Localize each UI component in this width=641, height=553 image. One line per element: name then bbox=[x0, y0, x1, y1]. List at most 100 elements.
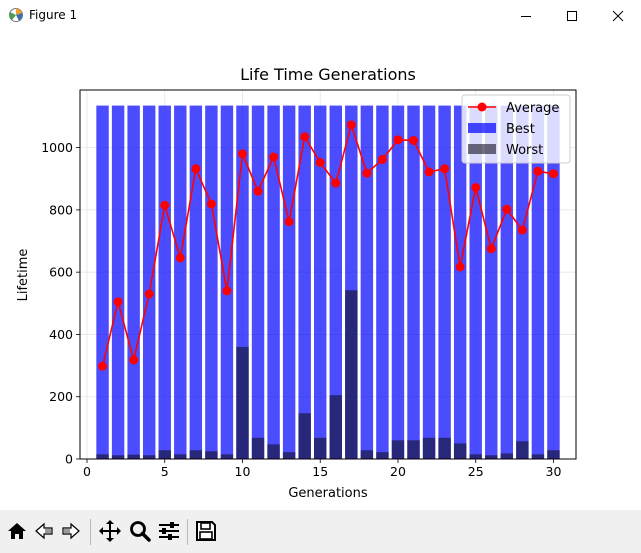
best-bar bbox=[174, 105, 187, 460]
average-marker bbox=[144, 289, 154, 299]
average-marker bbox=[424, 167, 434, 177]
worst-bar bbox=[158, 450, 171, 459]
best-bar bbox=[360, 105, 374, 460]
zoom-button[interactable] bbox=[127, 518, 153, 544]
axes-frame bbox=[79, 89, 577, 460]
average-marker bbox=[331, 178, 341, 188]
y-tick-label: 400 bbox=[49, 327, 73, 342]
best-bar bbox=[282, 105, 296, 460]
average-marker bbox=[269, 152, 279, 162]
navigation-toolbar bbox=[0, 510, 641, 553]
average-marker bbox=[440, 164, 450, 174]
maximize-icon bbox=[567, 10, 577, 21]
chart-title: Life Time Generations bbox=[240, 65, 416, 84]
worst-bar bbox=[407, 440, 420, 459]
worst-bar bbox=[205, 451, 218, 459]
legend-bar-swatch bbox=[468, 123, 496, 133]
worst-bar bbox=[453, 443, 467, 459]
y-tick-label: 1000 bbox=[41, 140, 73, 155]
best-bar bbox=[142, 105, 156, 460]
best-bar bbox=[314, 105, 327, 460]
best-bar bbox=[189, 105, 203, 460]
worst-bar bbox=[142, 455, 156, 459]
average-marker bbox=[129, 355, 139, 365]
worst-bar bbox=[251, 437, 265, 459]
best-bar bbox=[407, 105, 420, 460]
worst-bar bbox=[127, 454, 140, 459]
worst-bar bbox=[282, 452, 296, 459]
window-titlebar: Figure 1 bbox=[0, 0, 641, 31]
worst-bar bbox=[547, 450, 560, 459]
average-marker bbox=[409, 135, 419, 145]
worst-bar bbox=[174, 454, 187, 459]
worst-bar bbox=[422, 437, 436, 459]
matplotlib-icon bbox=[9, 8, 23, 22]
x-tick-label: 25 bbox=[468, 464, 484, 479]
minimize-button[interactable] bbox=[503, 0, 549, 31]
x-tick-label: 5 bbox=[161, 464, 169, 479]
back-button[interactable] bbox=[31, 518, 57, 544]
average-marker bbox=[237, 149, 247, 159]
average-marker bbox=[160, 200, 170, 210]
save-icon bbox=[196, 521, 216, 541]
best-bar bbox=[469, 105, 482, 460]
save-button[interactable] bbox=[193, 518, 219, 544]
x-tick-label: 30 bbox=[546, 464, 562, 479]
x-tick-label: 10 bbox=[235, 464, 251, 479]
worst-bar bbox=[267, 444, 280, 459]
home-button[interactable] bbox=[4, 518, 30, 544]
legend-label: Best bbox=[506, 122, 535, 137]
best-bar bbox=[205, 105, 218, 460]
maximize-button[interactable] bbox=[549, 0, 595, 31]
best-bar bbox=[329, 105, 342, 460]
configure-subplots-button[interactable] bbox=[156, 518, 182, 544]
y-axis-label: Lifetime bbox=[16, 249, 31, 302]
y-tick-label: 600 bbox=[49, 265, 73, 280]
worst-bar bbox=[96, 454, 109, 459]
worst-bar bbox=[500, 453, 514, 459]
close-icon bbox=[612, 10, 624, 21]
pan-icon bbox=[99, 520, 121, 542]
close-button[interactable] bbox=[595, 0, 641, 31]
average-marker bbox=[175, 253, 185, 263]
best-bar bbox=[516, 105, 529, 460]
best-bar bbox=[267, 105, 280, 460]
best-bar bbox=[298, 105, 311, 460]
y-tick-label: 800 bbox=[49, 202, 73, 217]
worst-bar bbox=[531, 454, 545, 459]
back-icon bbox=[35, 522, 53, 540]
worst-bar bbox=[189, 450, 203, 459]
worst-bar bbox=[485, 455, 498, 459]
best-bar bbox=[422, 105, 436, 460]
average-marker bbox=[284, 217, 294, 227]
average-marker bbox=[206, 199, 216, 209]
worst-bar bbox=[345, 290, 358, 459]
figure-canvas[interactable]: 0 5 10 15 20 25 30 0 200 400 600 800 1000 Life Time… bbox=[0, 31, 641, 510]
average-marker bbox=[455, 262, 465, 272]
best-bar bbox=[485, 105, 498, 460]
legend-label: Worst bbox=[506, 143, 543, 158]
average-marker bbox=[548, 169, 558, 179]
legend-marker-swatch bbox=[477, 102, 487, 112]
x-axis-label: Generations bbox=[288, 486, 368, 501]
pan-button[interactable] bbox=[97, 518, 123, 544]
toolbar-separator bbox=[90, 519, 91, 545]
worst-bar bbox=[516, 441, 529, 459]
forward-button[interactable] bbox=[58, 518, 84, 544]
home-icon bbox=[8, 523, 26, 539]
average-marker bbox=[517, 225, 527, 235]
minimize-icon bbox=[521, 15, 531, 17]
x-tick-label: 15 bbox=[312, 464, 328, 479]
best-bar bbox=[531, 105, 545, 460]
worst-bar bbox=[360, 450, 374, 459]
best-bar bbox=[547, 105, 560, 460]
average-line bbox=[101, 122, 554, 367]
average-marker bbox=[533, 166, 543, 176]
forward-icon bbox=[62, 522, 80, 540]
average-marker bbox=[222, 286, 232, 296]
best-bar bbox=[391, 105, 405, 460]
y-tick-label: 0 bbox=[65, 452, 73, 467]
window-title: Figure 1 bbox=[29, 8, 78, 22]
average-marker bbox=[502, 204, 512, 214]
worst-bar bbox=[298, 413, 311, 459]
